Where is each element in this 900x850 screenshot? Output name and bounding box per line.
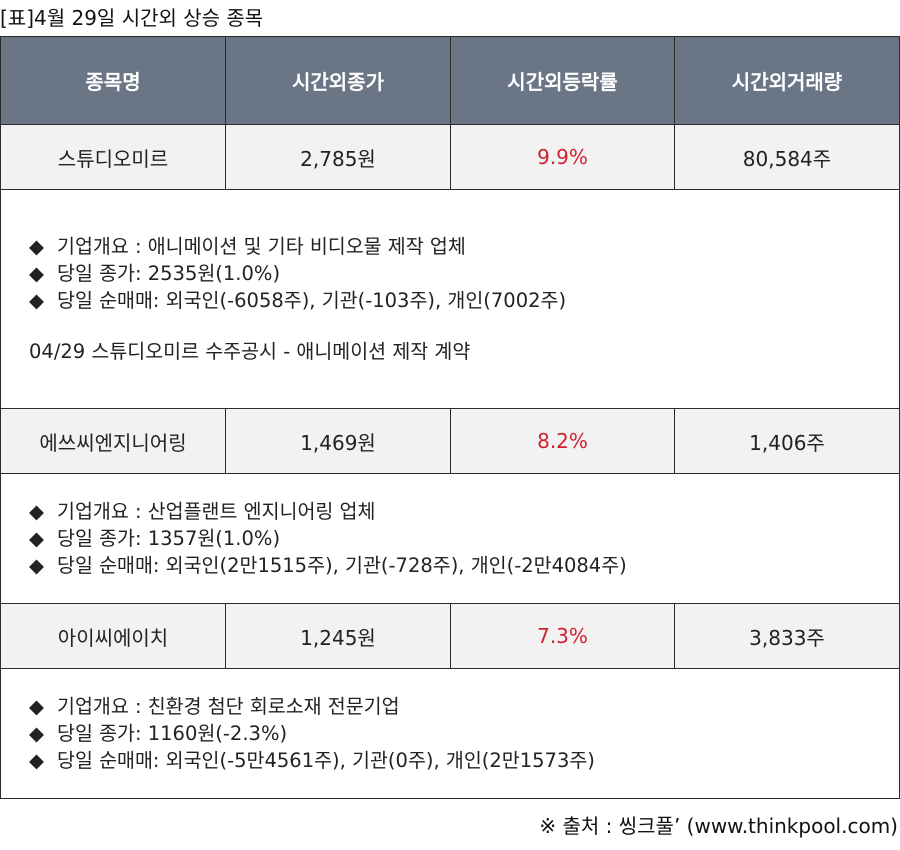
change-rate: 8.2%: [450, 408, 675, 474]
table-caption: [표]4월 29일 시간외 상승 종목: [0, 6, 264, 30]
table-row: 아이씨에이치 1,245원 7.3% 3,833주: [0, 603, 900, 669]
detail-line: ◆ 당일 종가: 1357원(1.0%): [29, 525, 899, 552]
detail-line: ◆ 당일 순매매: 외국인(-6058주), 기관(-103주), 개인(7002…: [29, 287, 899, 314]
day-close: 당일 종가: 1357원(1.0%): [57, 527, 281, 550]
diamond-bullet-icon: ◆: [29, 262, 44, 285]
diamond-bullet-icon: ◆: [29, 722, 44, 745]
change-rate: 7.3%: [450, 603, 675, 669]
header-change-rate: 시간외등락률: [450, 36, 675, 125]
close-price: 2,785원: [225, 124, 451, 190]
detail-cell: ◆ 기업개요 : 친환경 첨단 회로소재 전문기업 ◆ 당일 종가: 1160원(-…: [0, 668, 900, 799]
table-row: 에쓰씨엔지니어링 1,469원 8.2% 1,406주: [0, 408, 900, 474]
net-trading: 당일 순매매: 외국인(-5만4561주), 기관(0주), 개인(2만1573…: [57, 749, 595, 772]
detail-row: ◆ 기업개요 : 애니메이션 및 기타 비디오물 제작 업체 ◆ 당일 종가: 25…: [0, 189, 900, 409]
detail-cell: ◆ 기업개요 : 애니메이션 및 기타 비디오물 제작 업체 ◆ 당일 종가: 25…: [0, 189, 900, 409]
detail-line: ◆ 당일 종가: 1160원(-2.3%): [29, 720, 899, 747]
volume: 1,406주: [674, 408, 900, 474]
diamond-bullet-icon: ◆: [29, 749, 44, 772]
table-row: 스튜디오미르 2,785원 9.9% 80,584주: [0, 124, 900, 190]
header-volume: 시간외거래량: [674, 36, 900, 125]
day-close: 당일 종가: 2535원(1.0%): [57, 262, 281, 285]
disclosure-note: 04/29 스튜디오미르 수주공시 - 애니메이션 제작 계약: [29, 340, 471, 363]
close-price: 1,469원: [225, 408, 451, 474]
header-stock-name: 종목명: [0, 36, 226, 125]
diamond-bullet-icon: ◆: [29, 695, 44, 718]
detail-line: ◆ 기업개요 : 애니메이션 및 기타 비디오물 제작 업체: [29, 233, 899, 260]
day-close: 당일 종가: 1160원(-2.3%): [57, 722, 288, 745]
detail-line: ◆ 당일 순매매: 외국인(-5만4561주), 기관(0주), 개인(2만157…: [29, 747, 899, 774]
stock-name: 아이씨에이치: [0, 603, 226, 669]
diamond-bullet-icon: ◆: [29, 235, 44, 258]
diamond-bullet-icon: ◆: [29, 500, 44, 523]
detail-row: ◆ 기업개요 : 친환경 첨단 회로소재 전문기업 ◆ 당일 종가: 1160원(-…: [0, 668, 900, 799]
detail-line: ◆ 당일 순매매: 외국인(2만1515주), 기관(-728주), 개인(-2만…: [29, 552, 899, 579]
source-credit: ※ 출처 : 씽크풀’ (www.thinkpool.com): [539, 814, 898, 838]
stock-name: 에쓰씨엔지니어링: [0, 408, 226, 474]
header-row: 종목명 시간외종가 시간외등락률 시간외거래량: [0, 36, 900, 125]
net-trading: 당일 순매매: 외국인(2만1515주), 기관(-728주), 개인(-2만4…: [57, 554, 627, 577]
header-close-price: 시간외종가: [225, 36, 451, 125]
volume: 80,584주: [674, 124, 900, 190]
detail-row: ◆ 기업개요 : 산업플랜트 엔지니어링 업체 ◆ 당일 종가: 1357원(1.0…: [0, 473, 900, 604]
detail-cell: ◆ 기업개요 : 산업플랜트 엔지니어링 업체 ◆ 당일 종가: 1357원(1.0…: [0, 473, 900, 604]
close-price: 1,245원: [225, 603, 451, 669]
diamond-bullet-icon: ◆: [29, 527, 44, 550]
after-hours-gainers-table: 종목명 시간외종가 시간외등락률 시간외거래량 스튜디오미르 2,785원 9.…: [0, 36, 900, 799]
company-overview: 기업개요 : 친환경 첨단 회로소재 전문기업: [57, 695, 400, 718]
change-rate: 9.9%: [450, 124, 675, 190]
net-trading: 당일 순매매: 외국인(-6058주), 기관(-103주), 개인(7002주…: [57, 289, 567, 312]
diamond-bullet-icon: ◆: [29, 289, 44, 312]
stock-name: 스튜디오미르: [0, 124, 226, 190]
detail-line: ◆ 기업개요 : 산업플랜트 엔지니어링 업체: [29, 498, 899, 525]
volume: 3,833주: [674, 603, 900, 669]
detail-line: ◆ 당일 종가: 2535원(1.0%): [29, 260, 899, 287]
detail-line: ◆ 기업개요 : 친환경 첨단 회로소재 전문기업: [29, 693, 899, 720]
company-overview: 기업개요 : 애니메이션 및 기타 비디오물 제작 업체: [57, 235, 466, 258]
diamond-bullet-icon: ◆: [29, 554, 44, 577]
company-overview: 기업개요 : 산업플랜트 엔지니어링 업체: [57, 500, 376, 523]
